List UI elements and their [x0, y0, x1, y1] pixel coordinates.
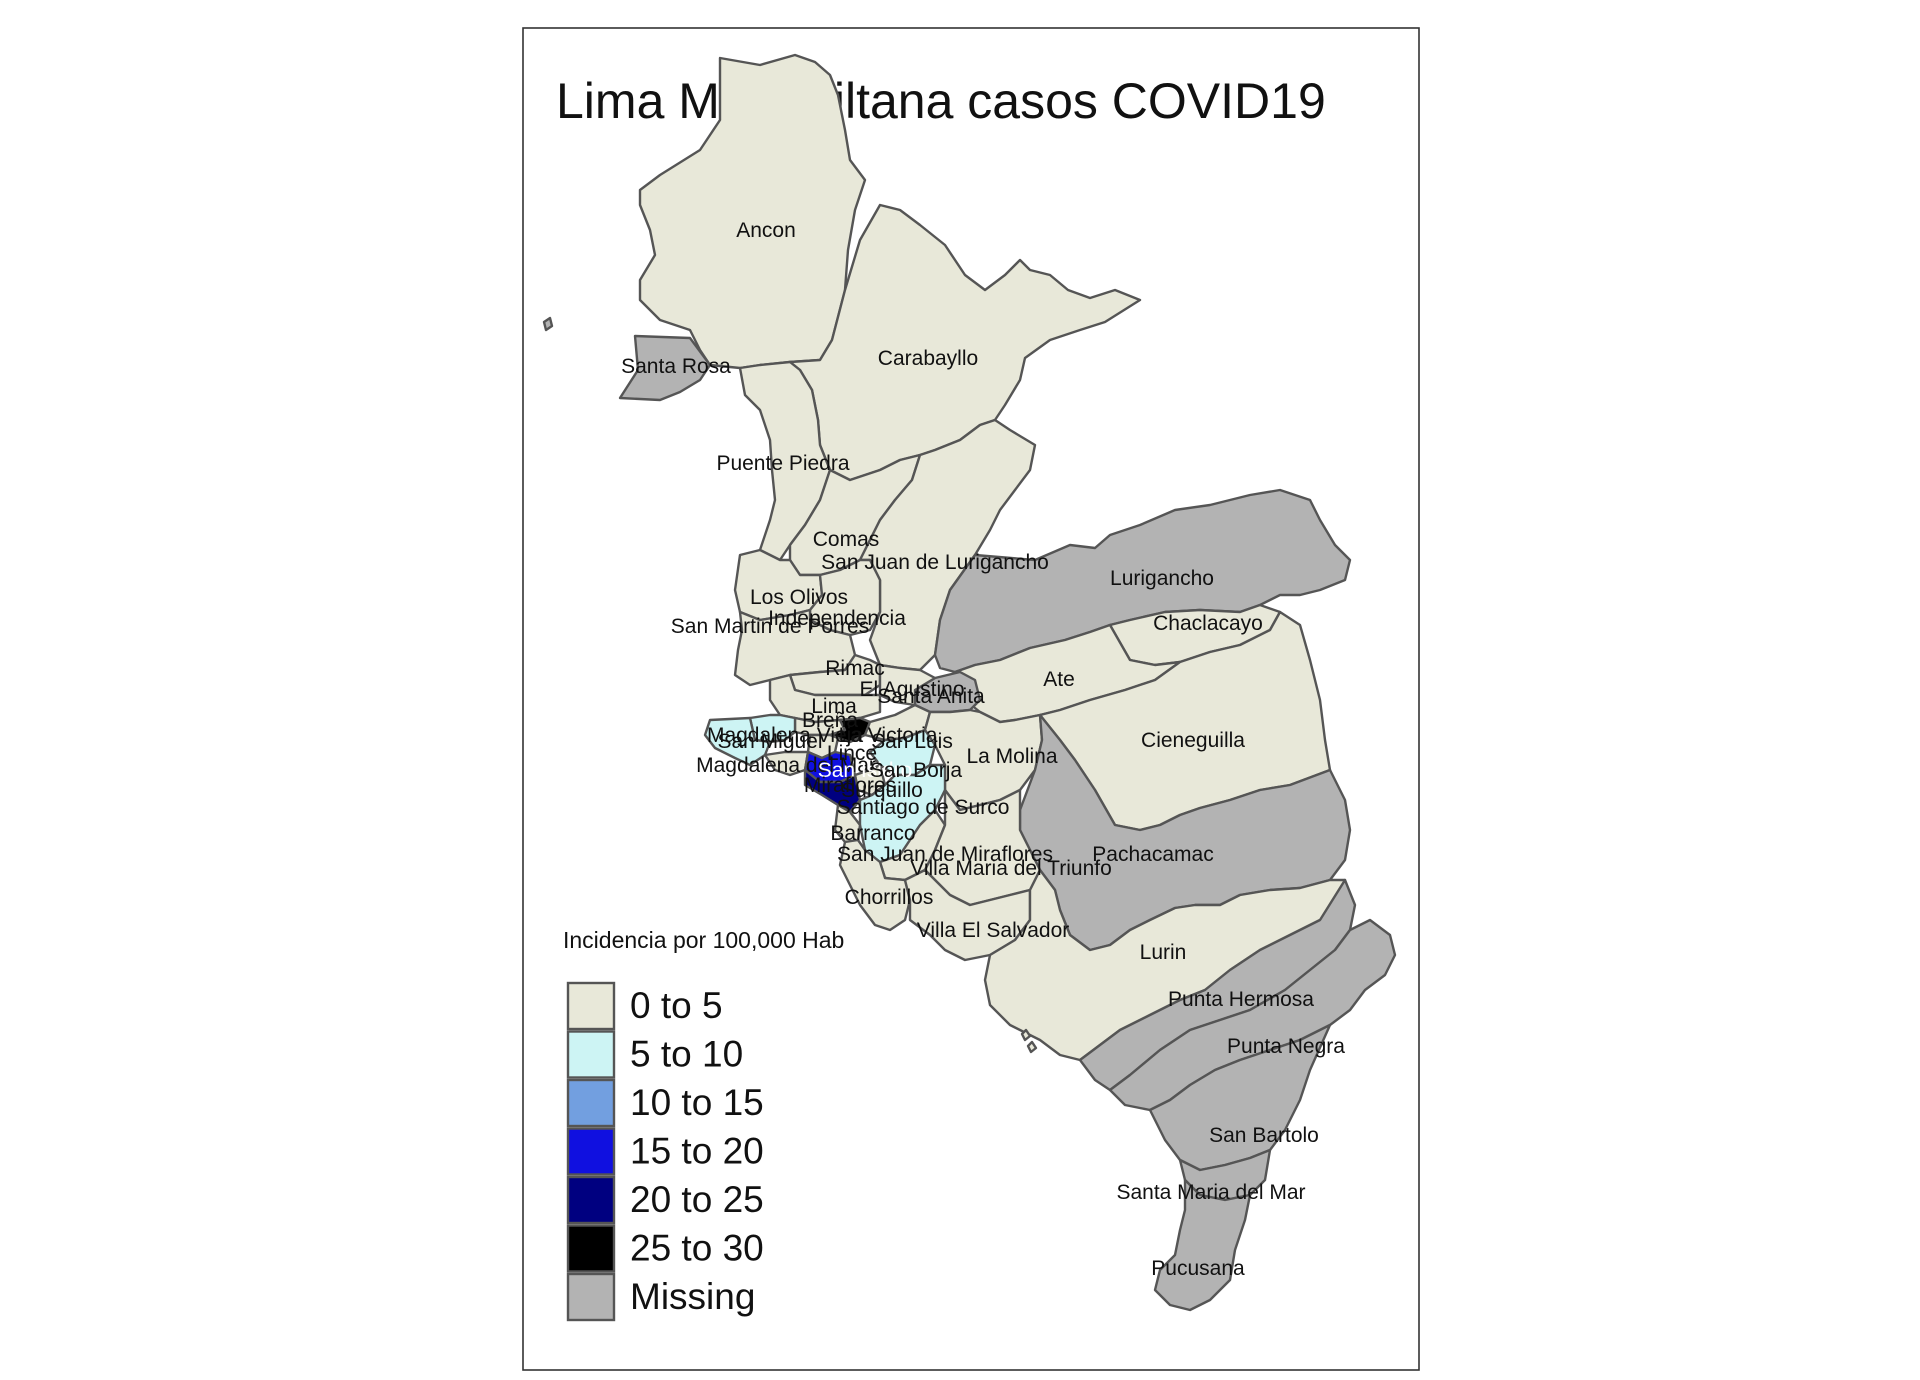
label-santa-anita: Santa Anita: [877, 685, 985, 708]
label-san-borja: San Borja: [870, 759, 963, 782]
label-cieneguilla: Cieneguilla: [1141, 729, 1245, 752]
label-villa-maria-del-triunfo: Villa Maria del Triunfo: [910, 857, 1112, 880]
label-lince: Lince: [827, 742, 877, 765]
legend-label: 10 to 15: [630, 1082, 764, 1123]
legend-swatch: [566, 1078, 616, 1128]
legend-label: 15 to 20: [630, 1131, 764, 1172]
district-pucusana: [1153, 1178, 1252, 1312]
legend-label: 25 to 30: [630, 1228, 764, 1269]
district-santa-rosa: [618, 334, 712, 402]
label-san-juan-de-lurigancho: San Juan de Lurigancho: [821, 551, 1049, 574]
label-chaclacayo: Chaclacayo: [1153, 612, 1263, 635]
label-chorrillos: Chorrillos: [845, 886, 934, 909]
districts-layer: [542, 53, 1397, 1312]
label-rimac: Rimac: [825, 657, 885, 680]
label-la-molina: La Molina: [966, 745, 1057, 768]
legend-swatch: [566, 1224, 616, 1273]
legend-swatch: [566, 1030, 616, 1079]
district-san-miguel: [703, 716, 772, 767]
legend-label: 20 to 25: [630, 1179, 764, 1220]
label-santa-maria-del-mar: Santa Maria del Mar: [1116, 1181, 1305, 1204]
legend-items: 0 to 5 5 to 10 10 to 15 15 to 20 20 to 25 25 …: [566, 981, 764, 1322]
label-lurin: Lurin: [1140, 941, 1187, 964]
label-punta-hermosa: Punta Hermosa: [1168, 988, 1314, 1011]
islet-south-1: [1020, 1028, 1032, 1042]
label-magdalena-vieja: Magdalena Vieja: [707, 724, 863, 747]
legend-label: 5 to 10: [630, 1034, 743, 1075]
district-el-agustino: [878, 663, 937, 707]
district-la-victoria: [828, 716, 872, 744]
district-labels-layer: Ancon Santa Rosa Carabayllo Puente Piedr…: [621, 219, 1345, 1280]
district-la-molina: [923, 708, 1044, 812]
legend-swatch: [566, 1272, 616, 1322]
label-ancon: Ancon: [736, 219, 796, 242]
legend-swatch: [566, 1127, 616, 1176]
label-brena: Breña: [802, 709, 858, 732]
map-legend: Incidencia por 100,000 Hab 0 to 5 5 to 10…: [563, 927, 844, 1322]
label-pachacamac: Pachacamac: [1092, 843, 1213, 866]
label-carabayllo: Carabayllo: [878, 347, 978, 370]
label-ate: Ate: [1043, 668, 1075, 691]
label-san-isidro: San Isidro: [818, 759, 913, 782]
islet-south-2: [1026, 1040, 1038, 1054]
label-san-miguel: San Miguel: [717, 730, 822, 753]
label-san-luis: San Luis: [871, 730, 953, 753]
label-san-bartolo: San Bartolo: [1209, 1124, 1319, 1147]
label-surquillo: Surquillo: [841, 779, 923, 802]
label-comas: Comas: [813, 528, 880, 551]
label-lima: Lima: [811, 695, 857, 718]
legend-title: Incidencia por 100,000 Hab: [563, 927, 844, 953]
label-lurigancho: Lurigancho: [1110, 567, 1214, 590]
label-puente-piedra: Puente Piedra: [716, 452, 849, 475]
label-santa-rosa: Santa Rosa: [621, 355, 731, 378]
legend-label: Missing: [630, 1276, 755, 1317]
label-miraflores: Miraflores: [804, 774, 896, 797]
label-santiago-de-surco: Santiago de Surco: [837, 796, 1010, 819]
district-chorrillos: [838, 838, 912, 932]
legend-swatch: [566, 1175, 616, 1225]
legend-swatch: [566, 981, 616, 1031]
label-independencia: Independencia: [768, 607, 906, 630]
label-el-agustino: El Agustino: [859, 678, 964, 701]
map-title: Lima Metropiltana casos COVID19: [556, 73, 1326, 129]
label-barranco: Barranco: [830, 822, 915, 845]
islet-north: [542, 316, 554, 332]
label-magdalena-del-mar: Magdalena del Mar: [696, 754, 876, 777]
label-villa-el-salvador: Villa El Salvador: [917, 919, 1070, 942]
label-san-martin-de-porres: San Martin de Porres: [671, 615, 869, 638]
label-los-olivos: Los Olivos: [750, 586, 848, 609]
label-punta-negra: Punta Negra: [1227, 1035, 1345, 1058]
legend-label: 0 to 5: [630, 985, 723, 1026]
label-la-victoria: La Victoria: [839, 724, 938, 747]
label-pucusana: Pucusana: [1151, 1257, 1245, 1280]
label-san-juan-de-miraflores: San Juan de Miraflores: [837, 843, 1053, 866]
